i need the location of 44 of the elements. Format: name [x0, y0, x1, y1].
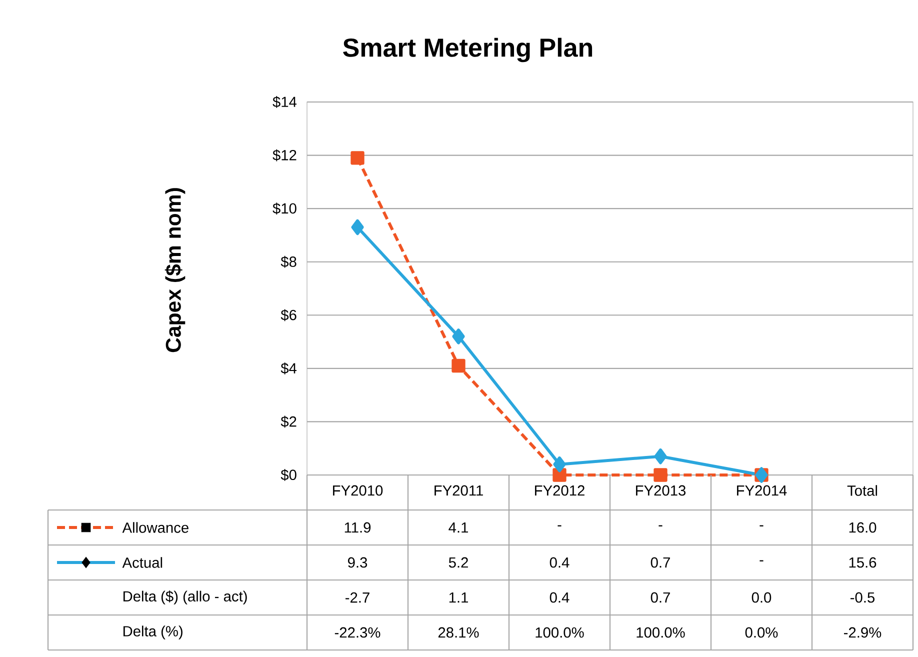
text: 1.1 [449, 592, 468, 603]
text: 0.0% [745, 627, 778, 638]
text: - [558, 525, 562, 526]
x-tick-label: FY2012 [535, 485, 584, 496]
y-tick-label: $6 [280, 309, 296, 322]
y-tick-label: $8 [280, 256, 296, 268]
text: 0.7 [650, 592, 670, 603]
text: 0.4 [550, 592, 570, 603]
text: - [760, 525, 764, 526]
y-tick-label: $2 [280, 416, 296, 428]
text: 28.1% [438, 627, 479, 638]
text: -2.7 [346, 592, 370, 603]
text: - [760, 560, 764, 562]
y-tick-label: $0 [280, 469, 296, 481]
x-tick-label: FY2013 [636, 485, 686, 496]
chart-title: Smart Metering Plan [343, 38, 592, 62]
legend-label: Actual [122, 557, 162, 568]
text: Delta ($) (allo - act) [123, 590, 247, 604]
text: 16.0 [849, 522, 876, 533]
text: 0.0 [752, 592, 772, 603]
text: Delta (%) [123, 626, 182, 640]
text: 100.0% [636, 627, 685, 638]
text: - [658, 525, 662, 526]
text: 9.3 [348, 557, 368, 568]
text: -22.3% [334, 627, 380, 638]
text: 100.0% [536, 627, 584, 638]
text: -0.5 [850, 592, 875, 603]
text: 0.7 [650, 557, 670, 568]
x-tick-label: Total [847, 485, 878, 496]
text: -2.9% [844, 627, 882, 638]
x-tick-label: FY2011 [434, 485, 483, 496]
text: 0.4 [550, 557, 570, 568]
legend-label: Allowance [122, 522, 188, 533]
text: 4.1 [448, 522, 468, 533]
y-tick-label: $10 [272, 202, 296, 215]
y-axis-title: Capex ($m nom) [164, 188, 186, 352]
y-tick-label: $14 [272, 96, 297, 108]
text: 5.2 [448, 557, 468, 568]
text: 15.6 [849, 557, 876, 568]
y-tick-label: $12 [272, 149, 296, 162]
x-tick-label: FY2010 [333, 485, 383, 496]
y-tick-label: $4 [280, 362, 297, 374]
x-tick-label: FY2014 [737, 485, 787, 496]
text: 11.9 [344, 522, 371, 533]
